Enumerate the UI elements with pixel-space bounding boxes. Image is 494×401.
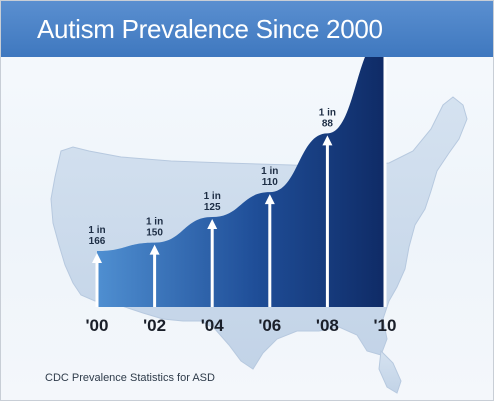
area-layer xyxy=(97,35,385,307)
data-label-2-line-0: 1 in xyxy=(204,191,221,202)
arrow-head-2 xyxy=(207,219,218,230)
data-label-4-line-0: 1 in xyxy=(319,107,336,118)
data-label-1-line-0: 1 in xyxy=(146,217,163,228)
data-label-3-line-1: 110 xyxy=(262,177,279,188)
x-tick-label-2: '04 xyxy=(201,316,224,335)
source-note: CDC Prevalence Statistics for ASD xyxy=(45,372,215,384)
chart-title: Autism Prevalence Since 2000 xyxy=(37,14,383,44)
x-tick-label-5: '10 xyxy=(374,316,397,335)
x-tick-label-0: '00 xyxy=(86,316,109,335)
header-band xyxy=(1,1,493,57)
florida-silhouette xyxy=(378,349,402,394)
x-tick-label-1: '02 xyxy=(143,316,166,335)
arrow-head-4 xyxy=(322,135,333,146)
tick-layer: '00 '02 '04 '06 '08 '10 xyxy=(86,316,397,335)
data-label-3-line-0: 1 in xyxy=(261,166,278,177)
data-label-0-line-0: 1 in xyxy=(88,225,105,236)
x-tick-label-4: '08 xyxy=(316,316,339,335)
arrow-head-1 xyxy=(149,244,160,255)
x-tick-label-3: '06 xyxy=(258,316,281,335)
data-label-0-line-1: 166 xyxy=(89,236,106,247)
data-label-1-line-1: 150 xyxy=(146,228,163,239)
prevalence-area xyxy=(97,35,385,307)
data-label-2-line-1: 125 xyxy=(204,202,221,213)
arrow-head-3 xyxy=(264,194,275,205)
arrow-head-0 xyxy=(92,253,102,263)
data-label-4-line-1: 88 xyxy=(322,118,334,129)
